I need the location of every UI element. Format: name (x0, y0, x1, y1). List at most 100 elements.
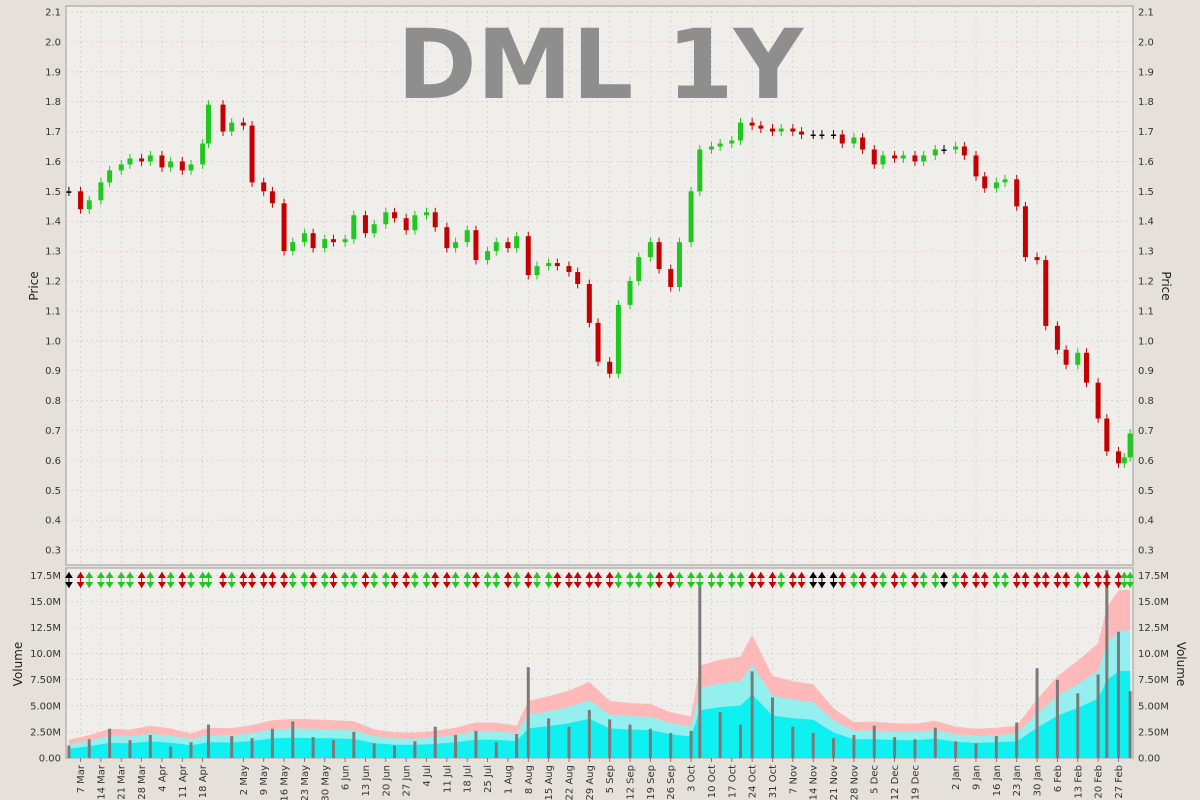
volume-bar (587, 709, 591, 758)
price-tick-label: 0.5 (1138, 486, 1154, 497)
price-candle (534, 266, 540, 276)
x-tick-label: 23 May (300, 765, 311, 800)
x-tick-label: 5 Dec (870, 765, 881, 794)
x-tick-label: 18 Apr (198, 764, 209, 798)
price-candle (900, 155, 906, 159)
volume-bar (791, 726, 795, 758)
price-candle (810, 134, 816, 137)
price-candle (1121, 457, 1127, 464)
price-tick-label: 0.3 (45, 546, 61, 557)
price-candle (941, 149, 947, 151)
price-candle (249, 125, 255, 183)
price-candle (668, 269, 674, 287)
volume-bar (567, 726, 571, 758)
price-tick-label: 0.4 (1138, 516, 1154, 527)
volume-bar (974, 743, 978, 758)
price-candle (921, 155, 927, 162)
price-candle (514, 236, 520, 249)
price-candle (1002, 179, 1008, 183)
price-candle (1034, 257, 1040, 261)
x-tick-label: 13 Feb (1073, 765, 1084, 799)
x-tick-label: 18 Jul (463, 765, 474, 793)
volume-tick-label: 5.00M (30, 701, 61, 712)
price-candle (310, 233, 316, 249)
price-candle (444, 227, 450, 249)
chart-title-watermark: DML 1Y (397, 9, 805, 121)
price-candle (973, 155, 979, 177)
price-candle (615, 304, 621, 374)
price-candle (769, 128, 775, 132)
x-tick-label: 17 Oct (727, 765, 738, 798)
volume-bar (811, 732, 815, 758)
price-candle (220, 104, 226, 132)
price-candle (1043, 260, 1049, 326)
volume-tick-label: 10.0M (1138, 649, 1169, 660)
price-candle (351, 215, 357, 240)
direction-arrows (64, 572, 1135, 588)
price-tick-label: 0.6 (45, 456, 61, 467)
x-tick-label: 21 Nov (829, 765, 840, 800)
price-candle (932, 149, 938, 156)
price-candle (961, 146, 967, 156)
price-candle (159, 155, 165, 168)
price-tick-label: 0.9 (1138, 366, 1154, 377)
price-candle (1095, 382, 1101, 419)
volume-bar (832, 738, 836, 758)
price-candle (261, 182, 267, 192)
volume-bar (206, 724, 210, 758)
price-candle (676, 242, 682, 287)
x-tick-label: 1 Aug (503, 765, 514, 794)
price-candle (831, 134, 837, 137)
price-candle (485, 251, 491, 261)
price-candle (392, 212, 398, 219)
volume-bar (994, 736, 998, 758)
price-candle (647, 242, 653, 258)
volume-bar (526, 667, 530, 758)
volume-bar (189, 742, 193, 758)
volume-tick-label: 17.5M (30, 571, 61, 582)
price-tick-label: 1.4 (45, 217, 61, 228)
price-candle (860, 137, 866, 150)
volume-bands (68, 589, 1131, 758)
price-candle (240, 122, 246, 126)
price-candle (453, 242, 459, 249)
volume-tick-label: 12.5M (1138, 623, 1169, 634)
price-candle (200, 143, 206, 165)
volume-axis-title-left: Volume (11, 642, 25, 687)
price-candle (697, 149, 703, 192)
x-tick-label: 12 Dec (890, 765, 901, 800)
volume-bar (608, 719, 612, 758)
price-candle (636, 257, 642, 282)
volume-bar (515, 733, 519, 758)
x-tick-label: 2 Jan (951, 765, 962, 790)
price-candle (269, 191, 275, 204)
volume-tick-label: 17.5M (1138, 571, 1169, 582)
price-tick-label: 1.5 (1138, 187, 1154, 198)
price-candle (281, 203, 287, 252)
x-tick-label: 19 Dec (910, 765, 921, 800)
x-tick-label: 2 May (239, 765, 250, 795)
price-candle (880, 155, 886, 165)
price-tick-label: 2.1 (1138, 7, 1154, 18)
price-candle (147, 155, 153, 162)
price-candle (688, 191, 694, 243)
volume-tick-label: 12.5M (30, 623, 61, 634)
price-tick-label: 1.3 (45, 247, 61, 258)
price-candle (851, 137, 857, 144)
price-candle (566, 266, 572, 273)
price-candle (993, 182, 999, 189)
price-tick-label: 1.6 (45, 157, 61, 168)
x-tick-label: 23 Jan (1012, 765, 1023, 796)
price-tick-label: 0.7 (1138, 426, 1154, 437)
price-candle (586, 284, 592, 323)
price-candles (66, 100, 1133, 468)
price-tick-label: 0.6 (1138, 456, 1154, 467)
volume-bar (108, 728, 112, 758)
price-tick-label: 0.8 (1138, 396, 1154, 407)
volume-bar (698, 584, 702, 758)
price-tick-label: 1.1 (45, 306, 61, 317)
volume-bar (1055, 679, 1059, 758)
volume-bar (1015, 722, 1019, 758)
volume-bar (352, 731, 356, 758)
price-tick-label: 0.3 (1138, 546, 1154, 557)
